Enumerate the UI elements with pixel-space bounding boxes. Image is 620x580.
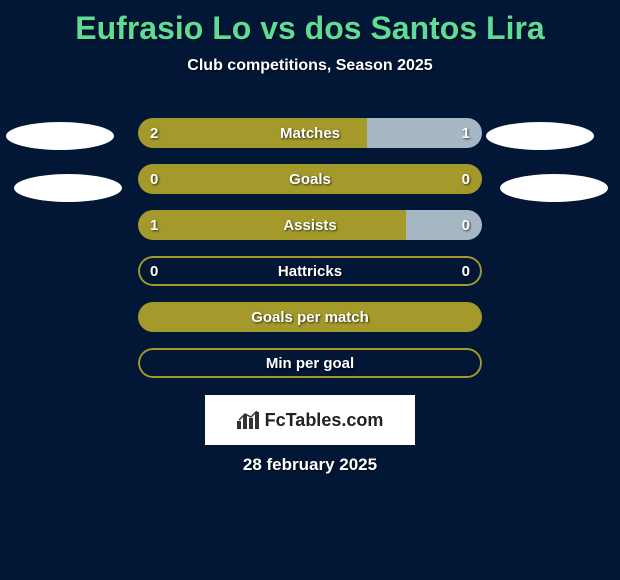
stat-label: Matches [138,118,482,148]
stat-label: Hattricks [138,256,482,286]
stat-row: 00Hattricks [0,248,620,294]
stat-row: 10Assists [0,202,620,248]
comparison-chart: 21Matches 00Goals 10Assists 00Hattricks Goal… [0,110,620,386]
stat-label: Assists [138,210,482,240]
stat-row: Min per goal [0,340,620,386]
stat-label: Goals [138,164,482,194]
decorative-oval [6,122,114,150]
stat-row: Goals per match [0,294,620,340]
stat-bar: 00Hattricks [138,256,482,286]
decorative-oval [14,174,122,202]
page-subtitle: Club competitions, Season 2025 [0,57,620,75]
decorative-oval [500,174,608,202]
page-title: Eufrasio Lo vs dos Santos Lira [0,0,620,47]
stat-label: Goals per match [138,302,482,332]
stat-bar: 10Assists [138,210,482,240]
brand-logo: FcTables.com [205,395,415,445]
decorative-oval [486,122,594,150]
chart-icon [237,411,259,429]
stat-bar: Goals per match [138,302,482,332]
stat-bar: 21Matches [138,118,482,148]
stat-bar: 00Goals [138,164,482,194]
date-label: 28 february 2025 [0,455,620,475]
stat-label: Min per goal [138,348,482,378]
stat-bar: Min per goal [138,348,482,378]
brand-text: FcTables.com [265,410,384,431]
